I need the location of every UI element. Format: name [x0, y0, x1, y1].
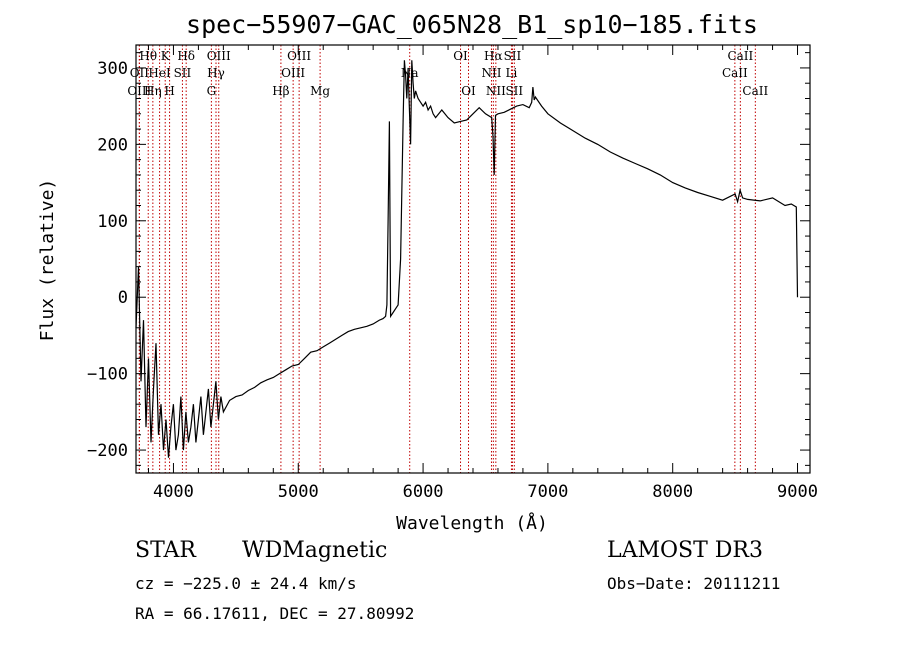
obs-date: Obs−Date: 20111211: [607, 574, 781, 593]
spectral-line-label: NII: [486, 84, 506, 98]
y-axis-label: Flux (relative): [37, 179, 58, 342]
y-tick-label: −200: [87, 441, 128, 461]
x-tick-label: 9000: [777, 482, 818, 502]
spectral-line-label: CaII: [727, 49, 753, 63]
chart-title: spec−55907−GAC_065N28_B1_sp10−185.fits: [186, 10, 758, 39]
y-axis-ticks: −200 −100 0 100 200 300: [87, 52, 810, 466]
y-tick-label: 100: [97, 212, 128, 232]
ra-dec: RA = 66.17611, DEC = 27.80992: [135, 604, 415, 623]
spectral-line-label: OIII: [127, 84, 151, 98]
spectral-line-label: Mg: [310, 84, 330, 98]
spectral-line-label: Hα: [484, 49, 503, 63]
spectral-line-label: CaII: [742, 84, 768, 98]
plot-frame: [135, 44, 811, 474]
spectral-line-label: K: [161, 49, 171, 63]
spectrum-line: [135, 60, 799, 458]
spectral-line-label: NII: [481, 66, 501, 80]
spectral-line-label: Hθ: [139, 49, 157, 63]
spectral-line-label: Hγ: [207, 66, 225, 80]
x-tick-label: 5000: [278, 482, 319, 502]
spectral-line-label: SII: [504, 49, 522, 63]
spectral-line-label: CaII: [722, 66, 748, 80]
y-tick-label: 0: [118, 288, 128, 308]
spectral-line-markers: [138, 45, 756, 473]
y-tick-label: −100: [87, 365, 128, 385]
spectral-line-label: OI: [453, 49, 468, 63]
spectral-line-label: OIII: [287, 49, 311, 63]
x-tick-label: 4000: [153, 482, 194, 502]
spectral-line-label: OII: [130, 66, 150, 80]
spectral-line-label: SII: [174, 66, 192, 80]
spectral-line-label: SII: [505, 84, 523, 98]
spectral-line-label: Li: [506, 66, 518, 80]
spectral-line-label: H: [164, 84, 174, 98]
spectral-line-label: OI: [461, 84, 476, 98]
spectral-line-label: G: [207, 84, 217, 98]
x-tick-label: 7000: [527, 482, 568, 502]
spectral-line-label: HeI: [148, 66, 171, 80]
spectral-line-label: Hβ: [272, 84, 289, 98]
spectral-line-label: OIII: [281, 66, 305, 80]
spectral-line-label: OIII: [207, 49, 231, 63]
object-subclass: WDMagnetic: [242, 538, 388, 563]
survey-name: LAMOST DR3: [607, 538, 763, 563]
spectral-line-label: Hδ: [177, 49, 195, 63]
x-axis-ticks: 4000 5000 6000 7000 8000 9000: [147, 45, 818, 502]
x-tick-label: 8000: [652, 482, 693, 502]
y-tick-label: 300: [97, 59, 128, 79]
x-axis-label: Wavelength (Å): [396, 512, 548, 534]
object-class: STAR: [135, 538, 196, 563]
redshift-cz: cz = −225.0 ± 24.4 km/s: [135, 574, 357, 593]
x-tick-label: 6000: [403, 482, 444, 502]
y-tick-label: 200: [97, 135, 128, 155]
spectral-line-label: Hη: [144, 84, 162, 98]
